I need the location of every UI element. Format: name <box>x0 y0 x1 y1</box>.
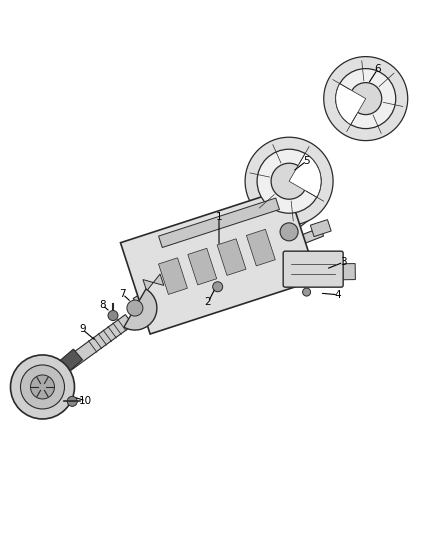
Text: 8: 8 <box>99 301 106 310</box>
Polygon shape <box>155 232 280 286</box>
Wedge shape <box>336 84 366 125</box>
Polygon shape <box>159 258 187 294</box>
Text: 10: 10 <box>79 396 92 406</box>
Polygon shape <box>159 198 279 247</box>
Polygon shape <box>188 248 217 285</box>
Polygon shape <box>133 277 173 307</box>
Text: 5: 5 <box>303 156 310 166</box>
Polygon shape <box>253 228 324 262</box>
Wedge shape <box>124 289 157 330</box>
Circle shape <box>257 149 321 213</box>
Circle shape <box>21 365 64 409</box>
Text: 6: 6 <box>374 64 381 74</box>
Polygon shape <box>243 236 339 276</box>
Circle shape <box>213 282 223 292</box>
Polygon shape <box>247 229 276 266</box>
Text: 9: 9 <box>79 325 86 334</box>
Circle shape <box>11 355 74 419</box>
Polygon shape <box>217 239 246 276</box>
Text: 1: 1 <box>215 213 223 222</box>
Wedge shape <box>289 154 321 197</box>
Text: 7: 7 <box>119 289 126 299</box>
Circle shape <box>324 56 408 141</box>
Circle shape <box>303 288 311 296</box>
Circle shape <box>127 300 143 316</box>
Circle shape <box>280 223 298 241</box>
Circle shape <box>108 311 118 320</box>
Circle shape <box>245 137 333 225</box>
Circle shape <box>31 375 54 399</box>
Text: 3: 3 <box>340 257 347 267</box>
Polygon shape <box>311 220 331 237</box>
Polygon shape <box>143 274 164 291</box>
Circle shape <box>350 83 382 115</box>
Circle shape <box>336 69 396 128</box>
Circle shape <box>271 163 307 199</box>
FancyBboxPatch shape <box>283 251 343 287</box>
Polygon shape <box>52 314 133 378</box>
Polygon shape <box>120 188 318 334</box>
Polygon shape <box>268 204 319 247</box>
Polygon shape <box>319 264 355 280</box>
Text: 2: 2 <box>205 297 212 307</box>
Circle shape <box>67 397 77 406</box>
Text: 4: 4 <box>335 290 342 300</box>
Polygon shape <box>52 349 82 378</box>
